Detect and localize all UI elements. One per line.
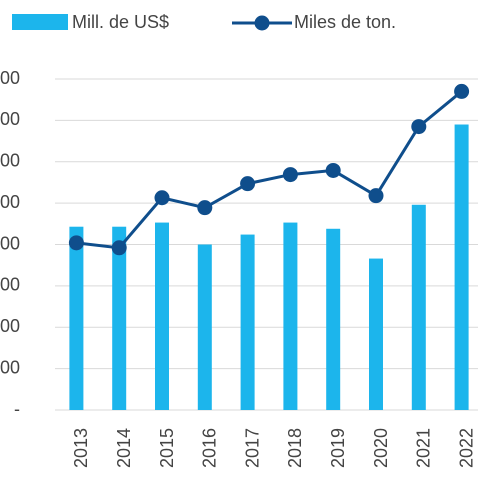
x-tick-label: 2019 [328, 428, 348, 468]
line [76, 90, 463, 250]
legend-label: Mill. de US$ [72, 12, 169, 32]
bar [283, 222, 298, 410]
marker [197, 200, 213, 216]
bar [240, 234, 255, 410]
y-tick-label: 00 [0, 192, 20, 212]
x-tick-label: 2015 [157, 428, 177, 468]
x-tick-label: 2022 [456, 428, 476, 468]
y-tick-label: 00 [0, 357, 20, 377]
y-tick-label: 00 [0, 275, 20, 295]
legend-swatch [12, 14, 68, 30]
marker [111, 240, 127, 256]
y-tick-label: 00 [0, 68, 20, 88]
bar [197, 244, 212, 410]
marker [282, 167, 298, 183]
bar [369, 258, 383, 410]
x-tick-label: 2017 [242, 428, 262, 468]
bar [112, 226, 127, 410]
bar [411, 204, 426, 410]
marker [154, 190, 170, 206]
y-tick-label: - [14, 399, 20, 419]
marker [325, 162, 341, 178]
y-tick-label: 00 [0, 233, 20, 253]
x-tick-label: 2013 [71, 428, 91, 468]
y-tick-label: 00 [0, 109, 20, 129]
marker [240, 176, 256, 192]
x-tick-label: 2014 [114, 428, 134, 468]
bar [69, 226, 84, 410]
x-tick-label: 2016 [200, 428, 220, 468]
marker [68, 235, 84, 251]
marker [454, 83, 470, 99]
bar [326, 228, 341, 410]
x-tick-label: 2020 [371, 428, 391, 468]
legend-label: Miles de ton. [294, 12, 396, 32]
bar [454, 124, 469, 410]
marker [411, 119, 427, 135]
legend-swatch [254, 15, 270, 31]
marker [368, 188, 384, 204]
y-tick-label: 00 [0, 151, 20, 171]
y-tick-label: 00 [0, 316, 20, 336]
x-tick-label: 2021 [414, 428, 434, 468]
bar [155, 222, 169, 410]
x-tick-label: 2018 [285, 428, 305, 468]
